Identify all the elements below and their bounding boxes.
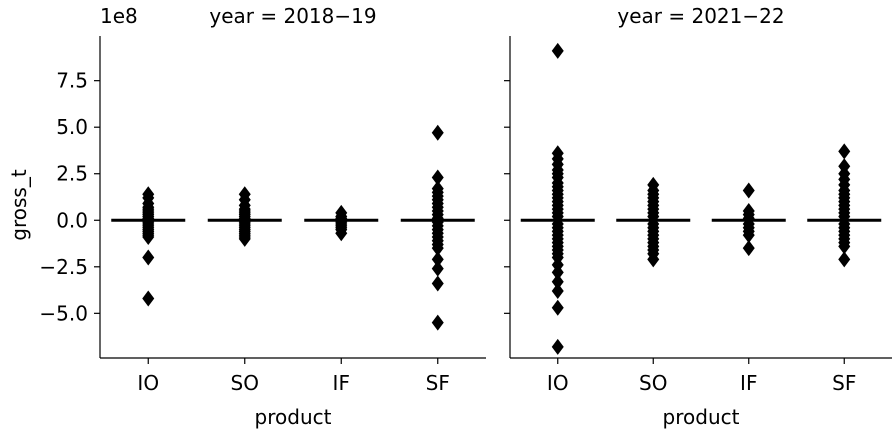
data-point bbox=[431, 314, 444, 331]
y-tick-label: 5.0 bbox=[56, 115, 88, 139]
data-point bbox=[742, 240, 755, 257]
y-tick-label: −5.0 bbox=[39, 301, 88, 325]
data-point bbox=[238, 230, 251, 247]
x-tick-label: SF bbox=[426, 371, 450, 395]
data-point bbox=[431, 260, 444, 277]
data-point bbox=[431, 124, 444, 141]
data-point bbox=[838, 251, 851, 268]
y-axis-multiplier: 1e8 bbox=[100, 4, 138, 28]
data-point bbox=[838, 238, 851, 255]
data-point bbox=[551, 299, 564, 316]
data-point bbox=[551, 264, 564, 281]
data-point bbox=[431, 275, 444, 292]
x-tick-label: SO bbox=[231, 371, 259, 395]
data-point bbox=[142, 249, 155, 266]
x-tick-label: SO bbox=[639, 371, 667, 395]
y-tick-label: 7.5 bbox=[56, 69, 88, 93]
data-point bbox=[647, 251, 660, 268]
data-point bbox=[551, 273, 564, 290]
data-point bbox=[431, 169, 444, 186]
data-point bbox=[551, 282, 564, 299]
panel-title: year = 2021−22 bbox=[617, 4, 784, 28]
data-point bbox=[838, 143, 851, 160]
y-axis-label: gross_t bbox=[7, 169, 31, 241]
y-tick-label: 0.0 bbox=[56, 208, 88, 232]
data-point bbox=[742, 227, 755, 244]
y-tick-label: −2.5 bbox=[39, 255, 88, 279]
x-tick-label: SF bbox=[832, 371, 856, 395]
x-tick-label: IF bbox=[740, 371, 757, 395]
data-point bbox=[335, 225, 348, 242]
x-axis-label: product bbox=[663, 405, 740, 429]
data-point bbox=[551, 42, 564, 59]
x-tick-label: IO bbox=[137, 371, 159, 395]
data-point bbox=[142, 290, 155, 307]
panel-2: IO SO IF SF product year = 2021−22 bbox=[504, 4, 892, 429]
data-point bbox=[431, 251, 444, 268]
data-point bbox=[551, 338, 564, 355]
data-point bbox=[431, 240, 444, 257]
y-tick-label: 2.5 bbox=[56, 162, 88, 186]
data-point bbox=[142, 229, 155, 246]
x-tick-label: IO bbox=[547, 371, 569, 395]
panel-1: −5.0 −2.5 0.0 2.5 5.0 7.5 IO SO IF SF product year … bbox=[39, 4, 486, 429]
panel-title: year = 2018−19 bbox=[209, 4, 376, 28]
x-axis-label: product bbox=[255, 405, 332, 429]
x-tick-label: IF bbox=[333, 371, 350, 395]
data-point bbox=[742, 182, 755, 199]
